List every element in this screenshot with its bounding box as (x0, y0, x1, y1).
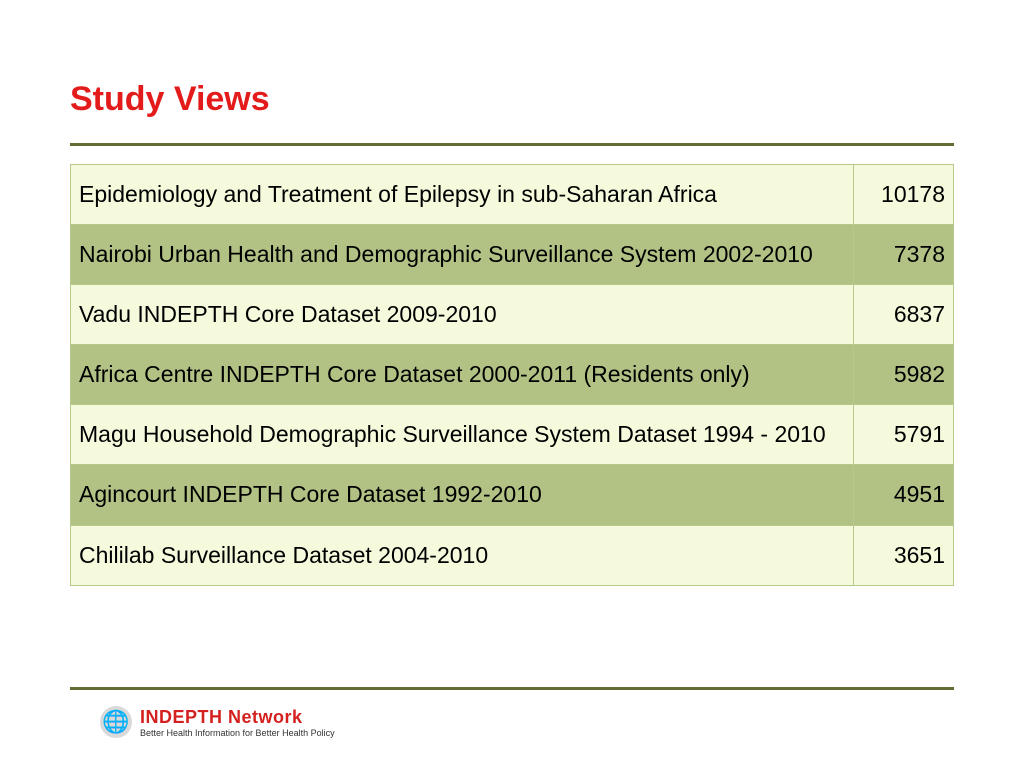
row-label: Agincourt INDEPTH Core Dataset 1992-2010 (71, 465, 854, 525)
table-row: Africa Centre INDEPTH Core Dataset 2000-… (71, 345, 954, 405)
row-value: 4951 (854, 465, 954, 525)
slide: Study Views Epidemiology and Treatment o… (0, 0, 1024, 768)
globe-glyph: 🌐 (102, 709, 129, 735)
row-value: 7378 (854, 225, 954, 285)
table-row: Nairobi Urban Health and Demographic Sur… (71, 225, 954, 285)
table-row: Vadu INDEPTH Core Dataset 2009-2010 6837 (71, 285, 954, 345)
row-label: Africa Centre INDEPTH Core Dataset 2000-… (71, 345, 854, 405)
row-label: Chililab Surveillance Dataset 2004-2010 (71, 525, 854, 585)
table-body: Epidemiology and Treatment of Epilepsy i… (71, 165, 954, 586)
brand-name: INDEPTH Network (140, 707, 335, 728)
row-label: Magu Household Demographic Surveillance … (71, 405, 854, 465)
table-row: Magu Household Demographic Surveillance … (71, 405, 954, 465)
row-value: 5982 (854, 345, 954, 405)
table-row: Epidemiology and Treatment of Epilepsy i… (71, 165, 954, 225)
slide-title: Study Views (70, 80, 954, 125)
row-value: 10178 (854, 165, 954, 225)
row-label: Vadu INDEPTH Core Dataset 2009-2010 (71, 285, 854, 345)
row-label: Epidemiology and Treatment of Epilepsy i… (71, 165, 854, 225)
table-row: Agincourt INDEPTH Core Dataset 1992-2010… (71, 465, 954, 525)
brand-tagline: Better Health Information for Better Hea… (140, 728, 335, 738)
title-rule (70, 143, 954, 146)
table-row: Chililab Surveillance Dataset 2004-2010 … (71, 525, 954, 585)
row-label: Nairobi Urban Health and Demographic Sur… (71, 225, 854, 285)
row-value: 6837 (854, 285, 954, 345)
footer-brand: INDEPTH Network Better Health Informatio… (140, 707, 335, 738)
row-value: 5791 (854, 405, 954, 465)
globe-icon: 🌐 (100, 706, 132, 738)
study-views-table: Epidemiology and Treatment of Epilepsy i… (70, 164, 954, 586)
footer: 🌐 INDEPTH Network Better Health Informat… (100, 706, 335, 738)
footer-rule (70, 687, 954, 690)
row-value: 3651 (854, 525, 954, 585)
